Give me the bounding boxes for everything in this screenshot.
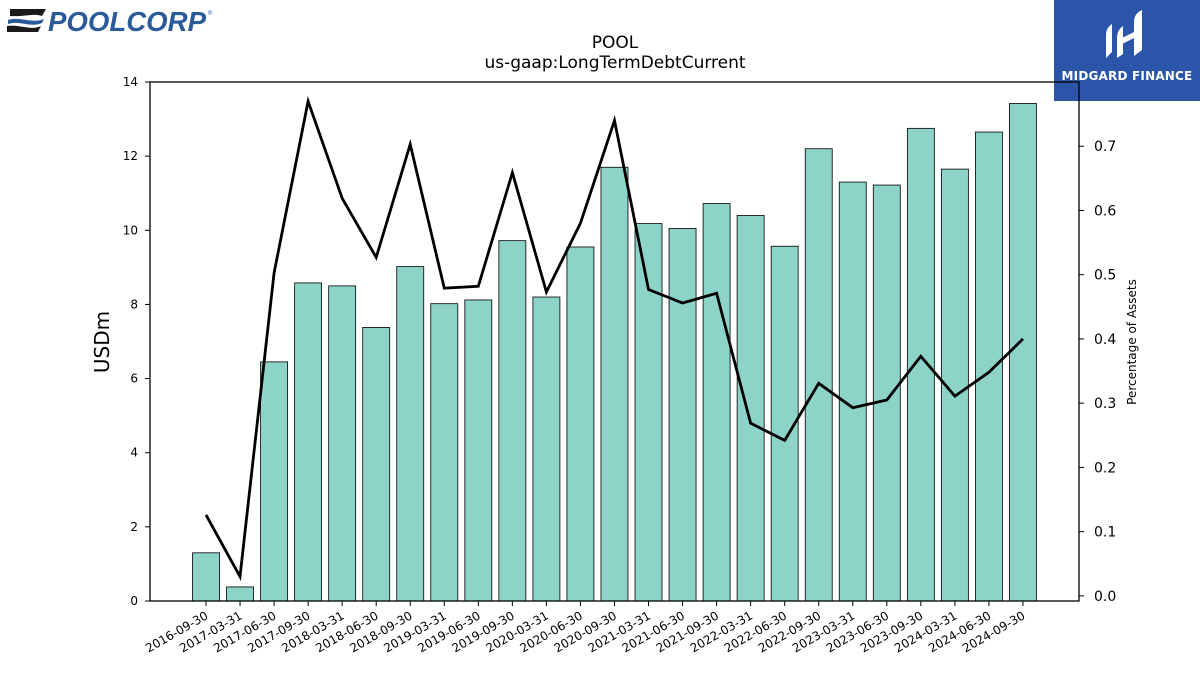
y2-axis-label: Percentage of Assets bbox=[1125, 279, 1139, 405]
bar bbox=[226, 586, 254, 602]
bar bbox=[872, 184, 901, 602]
y-tick-label: 12 bbox=[123, 149, 138, 163]
chart-subtitle: us-gaap:LongTermDebtCurrent bbox=[484, 53, 745, 73]
y-tick-label: 8 bbox=[130, 297, 138, 311]
y-axis-label: USDm bbox=[90, 311, 114, 373]
bar bbox=[702, 203, 731, 602]
bar bbox=[668, 228, 697, 602]
y-tick-label: 2 bbox=[130, 520, 138, 534]
bar bbox=[804, 148, 833, 602]
bar bbox=[464, 299, 493, 602]
y2-tick-label: 0.4 bbox=[1094, 332, 1116, 348]
chart-title: POOL bbox=[592, 33, 639, 53]
midgard-finance-name: MIDGARD FINANCE bbox=[1061, 69, 1193, 83]
bar bbox=[396, 266, 425, 602]
bar bbox=[600, 166, 629, 602]
bar bbox=[192, 552, 220, 602]
bar bbox=[328, 285, 357, 602]
y2-tick-label: 0.5 bbox=[1094, 268, 1116, 284]
bar bbox=[362, 327, 391, 602]
bar bbox=[975, 131, 1003, 602]
bar bbox=[532, 296, 561, 602]
bar bbox=[260, 361, 288, 602]
bar bbox=[294, 282, 323, 602]
y-tick-label: 0 bbox=[130, 594, 138, 608]
y2-tick-label: 0.3 bbox=[1094, 396, 1116, 412]
bar bbox=[634, 223, 663, 602]
y2-tick-label: 0.2 bbox=[1094, 460, 1116, 476]
y-tick-label: 4 bbox=[130, 446, 138, 460]
bar bbox=[1009, 103, 1037, 602]
poolcorp-wordmark: POOLCORP bbox=[48, 6, 206, 37]
poolcorp-logo: POOLCORP ® bbox=[7, 6, 213, 37]
y-tick-label: 6 bbox=[130, 372, 138, 386]
bar bbox=[498, 240, 527, 602]
bar bbox=[566, 246, 595, 602]
svg-text:®: ® bbox=[208, 10, 213, 17]
midgard-finance-logo: MIDGARD FINANCE bbox=[1054, 0, 1200, 101]
y2-tick-label: 0.7 bbox=[1094, 139, 1116, 155]
bar-series bbox=[192, 103, 1037, 602]
y-tick-label: 10 bbox=[123, 223, 138, 237]
bar bbox=[736, 215, 765, 602]
bar bbox=[906, 127, 935, 602]
line-series bbox=[204, 96, 1024, 582]
y-tick-label: 14 bbox=[123, 75, 138, 89]
y2-tick-label: 0.0 bbox=[1094, 589, 1116, 605]
poolcorp-wave-icon bbox=[7, 9, 46, 32]
bar bbox=[838, 181, 867, 602]
y2-tick-label: 0.6 bbox=[1094, 203, 1116, 219]
bar bbox=[430, 303, 459, 602]
y2-tick-label: 0.1 bbox=[1094, 525, 1116, 541]
midgard-emblem-icon bbox=[1106, 10, 1142, 58]
line-series-path bbox=[204, 96, 1024, 582]
